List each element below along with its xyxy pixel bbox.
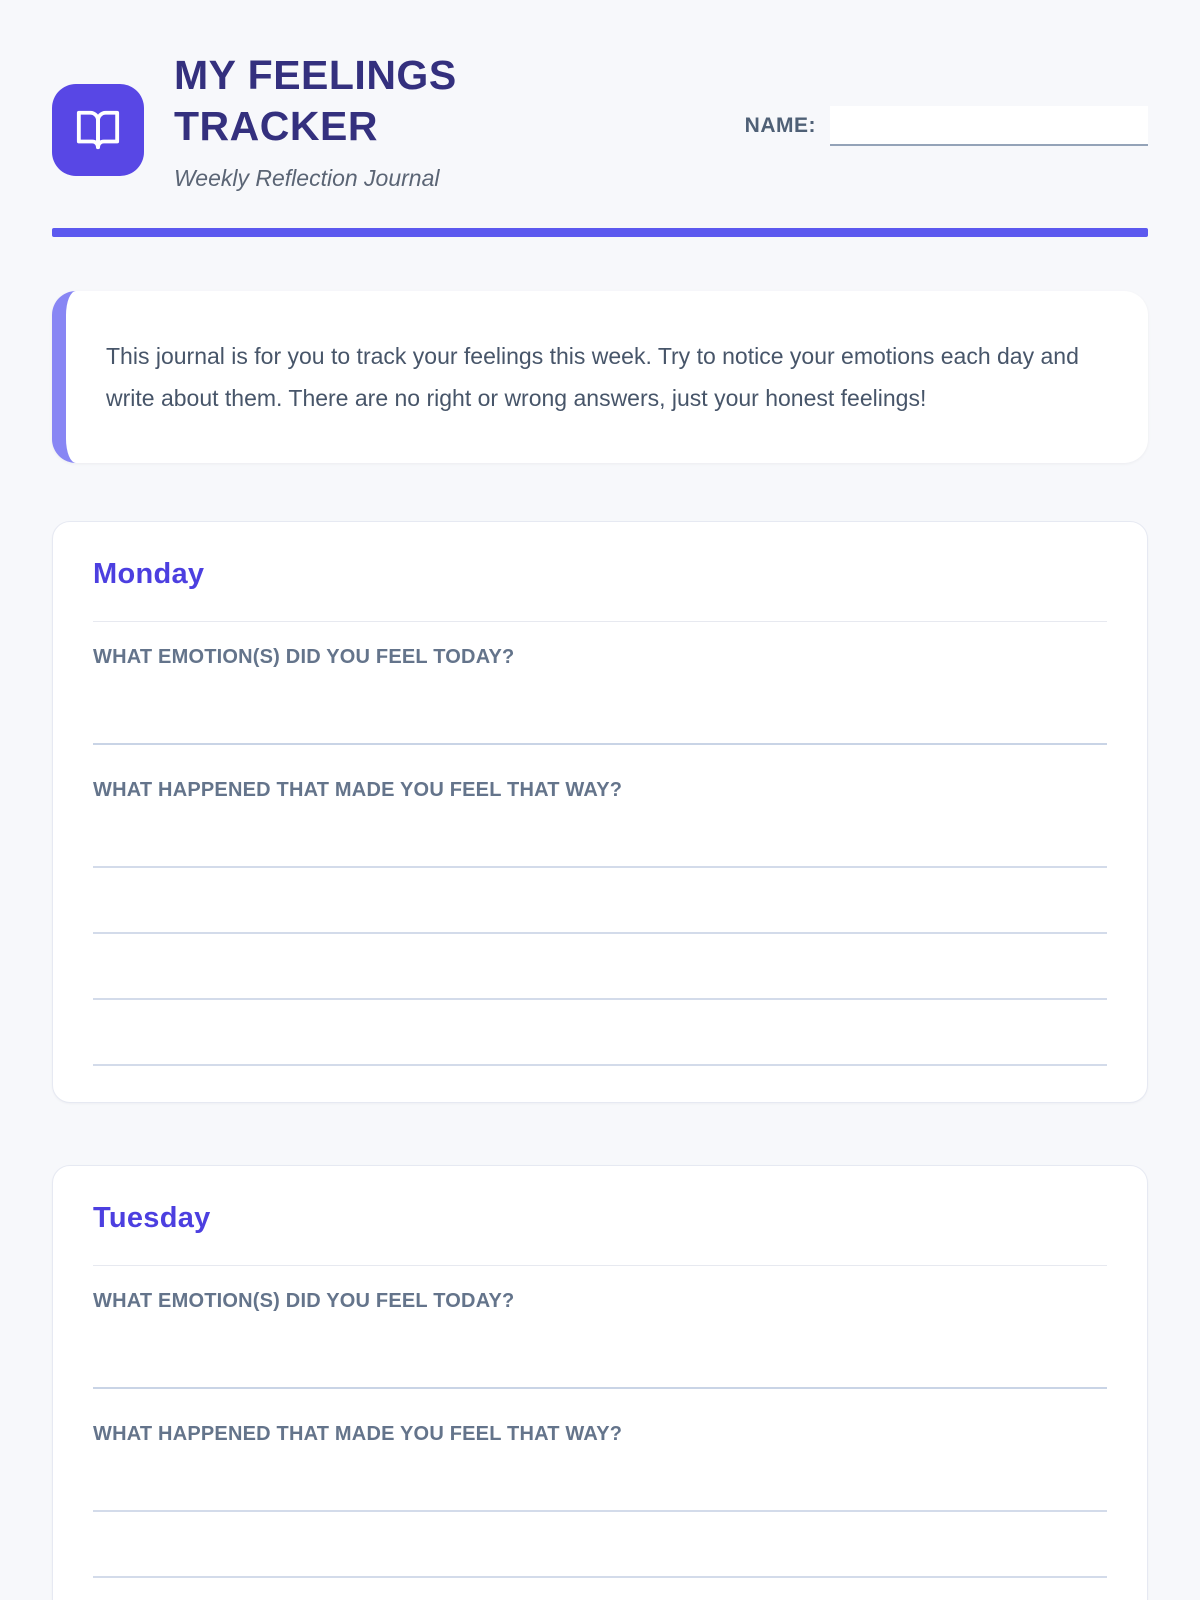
answer-line [93, 1512, 1107, 1578]
answer-line [93, 802, 1107, 868]
day-card-tuesday: Tuesday WHAT EMOTION(S) DID YOU FEEL TOD… [52, 1164, 1148, 1600]
name-label: NAME: [744, 114, 816, 137]
open-book-icon [52, 84, 144, 176]
question-block: WHAT EMOTION(S) DID YOU FEEL TODAY? [93, 646, 1107, 745]
answer-line [93, 1446, 1107, 1512]
question-block: WHAT HAPPENED THAT MADE YOU FEEL THAT WA… [93, 1423, 1107, 1600]
question-label-happened: WHAT HAPPENED THAT MADE YOU FEEL THAT WA… [93, 778, 623, 801]
title-block: MY FEELINGS TRACKER Weekly Reflection Jo… [174, 50, 564, 192]
intro-text: This journal is for you to track your fe… [106, 342, 1079, 411]
answer-line [93, 1578, 1107, 1600]
day-title-divider [93, 1264, 1107, 1266]
day-title-divider [93, 620, 1107, 622]
page-title: MY FEELINGS TRACKER [174, 52, 457, 150]
day-title-tuesday: Tuesday [93, 1201, 211, 1234]
answer-line [93, 934, 1107, 1000]
header-branding: MY FEELINGS TRACKER Weekly Reflection Jo… [52, 40, 564, 192]
answer-line [93, 1000, 1107, 1066]
header-divider [52, 227, 1148, 237]
question-label-emotions: WHAT EMOTION(S) DID YOU FEEL TODAY? [93, 645, 515, 668]
day-card-monday: Monday WHAT EMOTION(S) DID YOU FEEL TODA… [52, 520, 1148, 1103]
name-input[interactable] [830, 106, 1148, 146]
name-block: NAME: [745, 106, 1148, 146]
intro-box: This journal is for you to track your fe… [52, 290, 1148, 463]
question-label-emotions: WHAT EMOTION(S) DID YOU FEEL TODAY? [93, 1289, 515, 1312]
header: MY FEELINGS TRACKER Weekly Reflection Jo… [52, 40, 1148, 192]
day-title-monday: Monday [93, 557, 205, 590]
question-block: WHAT EMOTION(S) DID YOU FEEL TODAY? [93, 1290, 1107, 1389]
answer-line [93, 669, 1107, 745]
question-label-happened: WHAT HAPPENED THAT MADE YOU FEEL THAT WA… [93, 1422, 623, 1445]
answer-line [93, 868, 1107, 934]
page-subtitle: Weekly Reflection Journal [174, 164, 440, 191]
answer-line [93, 1313, 1107, 1389]
question-block: WHAT HAPPENED THAT MADE YOU FEEL THAT WA… [93, 779, 1107, 1066]
